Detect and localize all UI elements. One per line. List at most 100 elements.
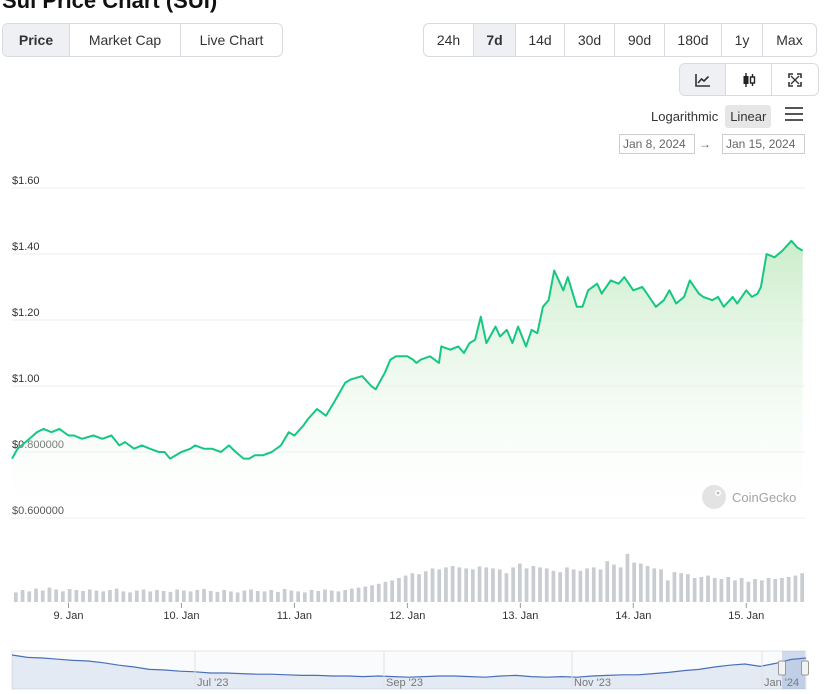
range-max-button[interactable]: Max — [776, 32, 803, 48]
volume-bar — [511, 567, 515, 602]
volume-bar — [437, 569, 442, 602]
volume-bar — [760, 580, 764, 602]
volume-bar — [491, 568, 495, 602]
volume-bar — [148, 591, 153, 602]
volume-bar — [726, 577, 731, 602]
volume-bar — [323, 589, 327, 602]
volume-bar — [518, 563, 522, 602]
linear-scale-option[interactable]: Linear — [725, 105, 772, 128]
volume-bar — [464, 568, 468, 602]
fullscreen-button[interactable] — [772, 64, 818, 95]
volume-bar — [746, 581, 751, 602]
volume-bar — [417, 574, 421, 602]
volume-bar — [356, 587, 361, 602]
volume-bar — [712, 578, 717, 602]
volume-bar — [786, 577, 791, 602]
volume-bar — [141, 589, 146, 602]
candlestick-button[interactable] — [726, 64, 772, 95]
volume-bar — [81, 591, 85, 602]
range-180d-button[interactable]: 180d — [665, 24, 722, 56]
volume-bar — [773, 579, 778, 602]
volume-bar — [242, 590, 247, 602]
navigator-line — [11, 654, 807, 678]
volume-bar — [497, 569, 502, 602]
volume-bar — [343, 590, 347, 602]
volume-bar — [114, 588, 119, 602]
volume-bar — [531, 566, 536, 602]
volume-bar — [578, 570, 583, 602]
volume-bar — [692, 578, 697, 602]
fullscreen-icon — [788, 72, 802, 87]
volume-bar — [161, 591, 166, 602]
volume-bar — [793, 575, 798, 602]
x-tick-label: 9. Jan — [53, 610, 83, 622]
chart-type-tabs: Price Market Cap Live Chart — [2, 23, 283, 57]
y-tick-label: $1.20 — [12, 307, 40, 319]
volume-bar — [54, 589, 58, 602]
range-1y-button[interactable]: 1y — [722, 24, 763, 56]
tab-live-chart[interactable]: Live Chart — [199, 32, 264, 48]
volume-bar — [87, 589, 92, 602]
range-90d-button[interactable]: 90d — [615, 24, 665, 56]
volume-bar — [202, 589, 206, 602]
y-tick-label: $1.00 — [12, 373, 40, 385]
navigator-label: Jan '24 — [764, 677, 799, 689]
page-title: Sui Price Chart (SUI) — [2, 0, 218, 13]
range-30d-button[interactable]: 30d — [565, 24, 615, 56]
volume-bar — [390, 580, 394, 602]
hamburger-menu-icon[interactable] — [785, 107, 803, 123]
line-chart-icon — [694, 73, 710, 87]
volume-bar — [397, 578, 401, 602]
volume-bar — [625, 554, 630, 602]
volume-bar — [222, 590, 226, 602]
range-7d-button[interactable]: 7d — [474, 24, 516, 56]
x-tick-label: 13. Jan — [502, 610, 538, 622]
volume-bar — [766, 578, 771, 602]
y-tick-label: $0.800000 — [12, 439, 64, 451]
volume-bar — [20, 590, 25, 602]
volume-bar — [74, 590, 79, 602]
tab-market-cap[interactable]: Market Cap — [70, 24, 181, 56]
date-to-input[interactable] — [722, 134, 805, 154]
line-chart-button[interactable] — [680, 64, 726, 95]
volume-bar — [679, 573, 683, 602]
tab-price[interactable]: Price — [3, 24, 70, 56]
navigator-area — [12, 655, 806, 689]
range-24h-button[interactable]: 24h — [424, 24, 474, 56]
navigator-label: Nov '23 — [574, 677, 611, 689]
navigator-handle[interactable] — [801, 660, 809, 676]
navigator-background — [11, 650, 807, 690]
navigator-selection[interactable] — [782, 651, 805, 689]
volume-bar — [262, 591, 267, 602]
navigator[interactable]: Jul '23 Sep '23 Nov '23 Jan '24 — [11, 650, 809, 690]
volume-bar — [672, 572, 677, 602]
volume-bar — [618, 567, 623, 602]
volume-bar — [282, 589, 287, 602]
price-area-fill — [12, 240, 803, 519]
navigator-handle[interactable] — [778, 660, 786, 676]
logarithmic-scale-option[interactable]: Logarithmic — [651, 109, 719, 124]
range-14d-button[interactable]: 14d — [516, 24, 565, 56]
scale-toggle: Logarithmic Linear — [646, 105, 772, 128]
volume-bar — [780, 578, 784, 602]
x-tick-label: 15. Jan — [728, 610, 764, 622]
volume-bar — [383, 581, 388, 602]
volume-bar — [229, 591, 233, 602]
volume-bar — [524, 568, 529, 602]
volume-bar — [585, 568, 589, 602]
volume-bar — [484, 567, 489, 602]
volume-bar — [652, 568, 657, 602]
y-tick-label: $0.600000 — [12, 505, 64, 517]
volume-bar — [289, 590, 294, 602]
volume-bar — [14, 592, 18, 602]
navigator-label: Sep '23 — [386, 677, 423, 689]
navigator-label: Jul '23 — [197, 677, 228, 689]
y-tick-label: $1.40 — [12, 241, 40, 253]
volume-bar — [444, 567, 448, 602]
volume-bar — [350, 588, 354, 602]
volume-bar — [719, 579, 724, 602]
volume-bar — [47, 587, 52, 602]
volume-bar — [450, 566, 455, 602]
date-from-input[interactable] — [619, 134, 695, 154]
volume-bar — [659, 569, 663, 602]
